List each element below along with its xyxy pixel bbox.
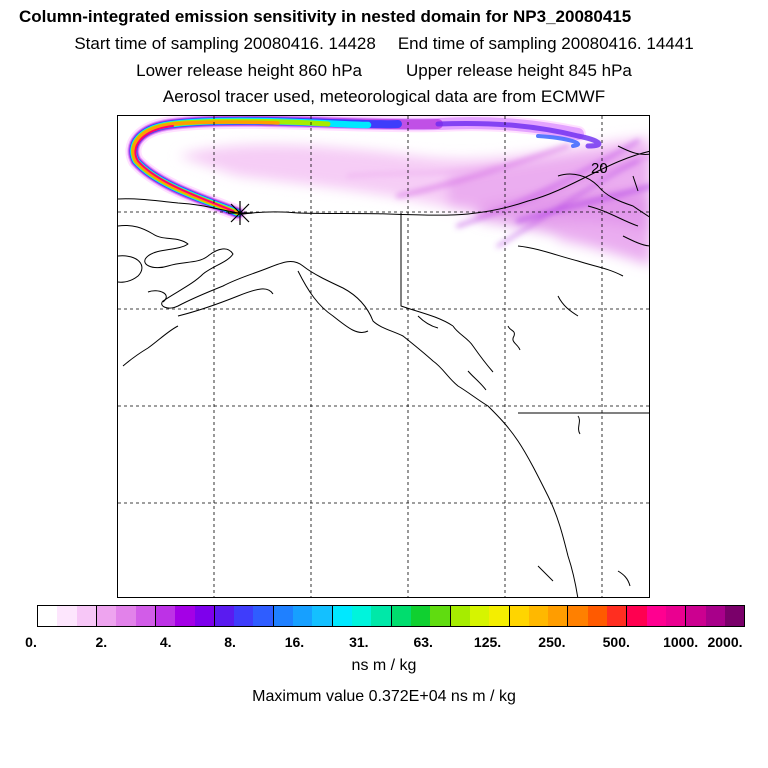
colorbar-segment: [352, 606, 372, 626]
release-point-star: [228, 201, 252, 225]
colorbar-segment: [332, 606, 352, 626]
colorbar: [37, 605, 745, 627]
colorbar-segment: [686, 606, 706, 626]
colorbar-tick-label: 0.: [25, 634, 37, 650]
colorbar-segment: [724, 606, 745, 626]
colorbar-segment: [194, 606, 215, 626]
colorbar-segment: [587, 606, 608, 626]
colorbar-segment: [607, 606, 628, 626]
start-time: Start time of sampling 20080416. 14428: [74, 34, 376, 53]
upper-release-height: Upper release height 845 hPa: [406, 61, 632, 80]
colorbar-segment: [312, 606, 333, 626]
maximum-value-label: Maximum value 0.372E+04 ns m / kg: [252, 688, 516, 705]
colorbar-tick-label: 500.: [602, 634, 630, 650]
colorbar-segment: [548, 606, 569, 626]
colorbar-units: ns m / kg: [351, 657, 417, 674]
end-time: End time of sampling 20080416. 14441: [397, 34, 694, 53]
colorbar-segment: [705, 606, 725, 626]
colorbar-segment: [391, 606, 411, 626]
plot-title: Column-integrated emission sensitivity i…: [19, 7, 632, 26]
sensitivity-plume-core: [125, 116, 602, 221]
colorbar-segment: [175, 606, 195, 626]
colorbar-tick-label: 2000.: [707, 634, 743, 650]
colorbar-segment: [234, 606, 254, 626]
colorbar-segment: [253, 606, 274, 626]
colorbar-segment: [155, 606, 176, 626]
colorbar-tick-label: 8.: [224, 634, 236, 650]
colorbar-segment: [76, 606, 97, 626]
map-canvas: 20: [118, 116, 649, 597]
colorbar-segment: [627, 606, 647, 626]
colorbar-tick-label: 250.: [538, 634, 566, 650]
contour-label-20: 20: [591, 160, 608, 177]
colorbar-segment: [568, 606, 588, 626]
colorbar-segment: [528, 606, 549, 626]
colorbar-segment: [96, 606, 117, 626]
colorbar-segment: [646, 606, 666, 626]
coastlines: [118, 145, 649, 597]
colorbar-segment: [116, 606, 136, 626]
release-heights-line: Lower release height 860 hPa Upper releas…: [0, 61, 768, 81]
colorbar-segment: [666, 606, 687, 626]
colorbar-tick-label: 2.: [95, 634, 108, 650]
colorbar-tick-label: 63.: [413, 634, 433, 650]
lower-release-height: Lower release height 860 hPa: [136, 61, 362, 80]
colorbar-segment: [38, 606, 58, 626]
sampling-times-line: Start time of sampling 20080416. 14428 En…: [0, 34, 768, 54]
colorbar-segment: [293, 606, 313, 626]
sensitivity-plume-diffuse: [178, 136, 649, 266]
colorbar-tick-label: 16.: [284, 634, 305, 650]
colorbar-segment: [371, 606, 392, 626]
colorbar-segment: [430, 606, 451, 626]
colorbar-segment: [214, 606, 235, 626]
colorbar-segment: [489, 606, 510, 626]
colorbar-segment: [410, 606, 431, 626]
colorbar-segment: [135, 606, 156, 626]
colorbar-tick-label: 4.: [159, 634, 172, 650]
colorbar-tick-label: 125.: [473, 634, 502, 650]
sensitivity-map: 20: [117, 115, 650, 598]
colorbar-tick-label: 1000.: [663, 634, 699, 650]
tracer-info: Aerosol tracer used, meteorological data…: [162, 87, 606, 106]
map-grid: [118, 116, 649, 597]
colorbar-segment: [273, 606, 294, 626]
colorbar-segment: [509, 606, 529, 626]
colorbar-segment: [450, 606, 470, 626]
colorbar-tick-label: 31.: [349, 634, 369, 650]
colorbar-segment: [57, 606, 77, 626]
colorbar-segment: [469, 606, 490, 626]
